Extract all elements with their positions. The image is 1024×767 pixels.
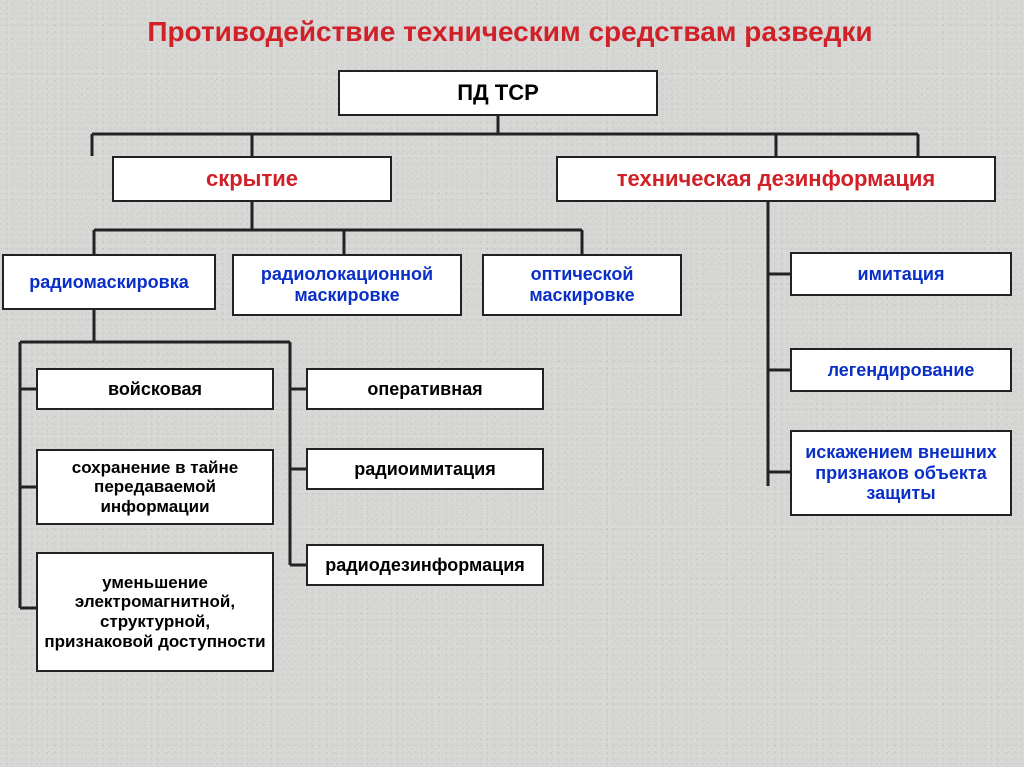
node-secret: сохранение в тайне передаваемой информац… [36,449,274,525]
node-radiodez: радиодезинформация [306,544,544,586]
diagram-title: Противодействие техническим средствам ра… [70,16,950,48]
node-disinfo: техническая дезинформация [556,156,996,202]
node-optmask: оптической маскировке [482,254,682,316]
node-troop: войсковая [36,368,274,410]
node-root: ПД ТСР [338,70,658,116]
node-rlomask: радиолокационной маскировке [232,254,462,316]
node-reduce: уменьшение электромагнитной, структурной… [36,552,274,672]
node-legend: легендирование [790,348,1012,392]
node-radiomask: радиомаскировка [2,254,216,310]
node-radioim: радиоимитация [306,448,544,490]
node-distort: искажением внешних признаков объекта защ… [790,430,1012,516]
node-imit: имитация [790,252,1012,296]
node-oper: оперативная [306,368,544,410]
node-hide: скрытие [112,156,392,202]
